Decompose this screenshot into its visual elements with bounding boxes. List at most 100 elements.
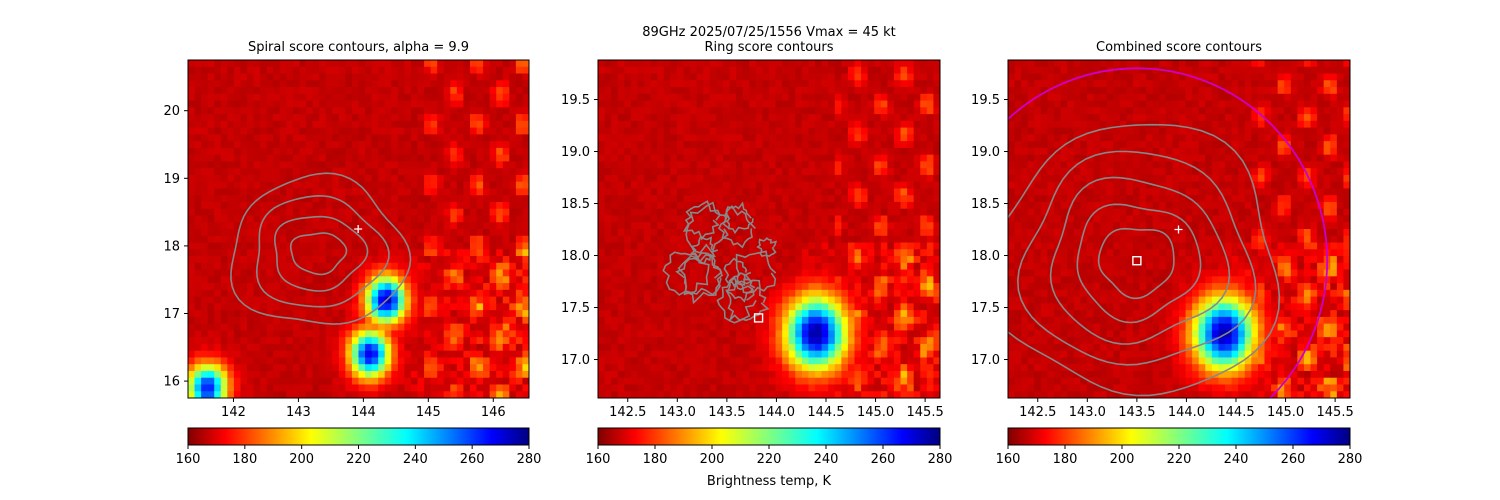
colorbar-tick-label: 160 bbox=[176, 452, 201, 467]
colorbar-tick-label: 200 bbox=[289, 452, 314, 467]
x-tick-label: 144 bbox=[351, 405, 376, 420]
colorbar-tick-label: 240 bbox=[403, 452, 428, 467]
x-tick-label: 142.5 bbox=[609, 405, 646, 420]
contour-line bbox=[716, 276, 757, 322]
axes-frame bbox=[1007, 59, 1351, 399]
y-tick-label: 18.0 bbox=[971, 249, 1000, 264]
panel-title: Combined score contours bbox=[1096, 40, 1262, 55]
y-tick-label: 17.0 bbox=[971, 353, 1000, 368]
x-tick-label: 145 bbox=[416, 405, 441, 420]
score-contours bbox=[230, 172, 412, 325]
contour-line bbox=[675, 253, 723, 305]
colorbar-tick-label: 160 bbox=[996, 452, 1021, 467]
panel-3: Combined score contours 142.5 143.0 143.5 14… bbox=[971, 40, 1363, 467]
colorbar-tick-label: 240 bbox=[814, 452, 839, 467]
contour-line bbox=[723, 257, 752, 288]
colorbar-tick-label: 280 bbox=[1338, 452, 1363, 467]
contour-line bbox=[1097, 227, 1175, 300]
contour-line bbox=[756, 237, 778, 258]
axes-frame bbox=[597, 59, 941, 399]
colorbar-label: Brightness temp, K bbox=[707, 474, 832, 489]
colorbar-tick-label: 220 bbox=[346, 452, 371, 467]
y-tick-label: 18.0 bbox=[561, 249, 590, 264]
x-tick-label: 145.0 bbox=[1267, 405, 1304, 420]
x-tick-label: 142 bbox=[221, 405, 246, 420]
panel-title: Ring score contours bbox=[704, 40, 833, 55]
score-contours bbox=[662, 200, 778, 324]
x-tick-label: 142.5 bbox=[1019, 405, 1056, 420]
y-tick-label: 18 bbox=[163, 239, 180, 254]
ring-fit bbox=[1008, 67, 1329, 398]
contour-line bbox=[1049, 176, 1231, 345]
colorbar bbox=[1007, 427, 1351, 446]
center-square-marker bbox=[753, 313, 764, 323]
colorbar-tick-label: 180 bbox=[232, 452, 257, 467]
contour-line bbox=[1016, 150, 1257, 366]
x-tick-label: 145.5 bbox=[907, 405, 944, 420]
y-tick-label: 20 bbox=[163, 104, 180, 119]
colorbar bbox=[597, 427, 941, 446]
tb-field bbox=[1008, 60, 1350, 398]
x-tick-label: 143.5 bbox=[708, 405, 745, 420]
contour-line bbox=[662, 251, 710, 296]
x-tick-label: 143 bbox=[286, 405, 311, 420]
colorbar-tick-label: 280 bbox=[928, 452, 953, 467]
y-tick-label: 19.5 bbox=[971, 93, 1000, 108]
contour-line bbox=[725, 201, 754, 235]
x-tick-label: 144.0 bbox=[1168, 405, 1205, 420]
colorbar-tick-label: 260 bbox=[871, 452, 896, 467]
colorbar-tick-label: 200 bbox=[700, 452, 725, 467]
x-tick-label: 143.0 bbox=[1069, 405, 1106, 420]
y-tick-label: 19.0 bbox=[971, 145, 1000, 160]
center-square-marker bbox=[1132, 256, 1142, 266]
contour-line bbox=[289, 232, 348, 276]
colorbar-tick-label: 220 bbox=[757, 452, 782, 467]
contour-line bbox=[1008, 123, 1281, 397]
tb-field bbox=[598, 60, 940, 398]
y-tick-label: 17.5 bbox=[561, 301, 590, 316]
colorbar-tick-label: 160 bbox=[586, 452, 611, 467]
colorbar-tick-label: 220 bbox=[1167, 452, 1192, 467]
colorbar-tick-label: 260 bbox=[1281, 452, 1306, 467]
contour-line bbox=[717, 204, 756, 249]
contour-line bbox=[735, 250, 777, 294]
colorbar-tick-label: 180 bbox=[1053, 452, 1078, 467]
x-tick-label: 145.0 bbox=[857, 405, 894, 420]
tb-field bbox=[188, 60, 529, 398]
x-tick-label: 144.5 bbox=[807, 405, 844, 420]
panel-title: Spiral score contours, alpha = 9.9 bbox=[248, 40, 469, 55]
y-tick-label: 19 bbox=[163, 172, 180, 187]
y-tick-label: 17.0 bbox=[561, 353, 590, 368]
panel-2: Ring score contours 142.5 143.0 143.5 144.0 1… bbox=[561, 40, 952, 467]
contour-line bbox=[682, 200, 721, 241]
y-tick-label: 17.5 bbox=[971, 301, 1000, 316]
y-tick-label: 19.0 bbox=[561, 145, 590, 160]
x-tick-label: 144.5 bbox=[1217, 405, 1254, 420]
suptitle: 89GHz 2025/07/25/1556 Vmax = 45 kt bbox=[642, 25, 896, 40]
contour-line bbox=[273, 215, 369, 292]
colorbar bbox=[187, 427, 530, 446]
colorbar-tick-label: 260 bbox=[460, 452, 485, 467]
panel-1: Spiral score contours, alpha = 9.9 142 143… bbox=[163, 40, 541, 467]
y-tick-label: 18.5 bbox=[561, 197, 590, 212]
y-tick-label: 19.5 bbox=[561, 93, 590, 108]
colorbar-tick-label: 200 bbox=[1110, 452, 1135, 467]
x-tick-label: 146 bbox=[481, 405, 506, 420]
contour-line bbox=[726, 272, 756, 303]
contour-line bbox=[690, 235, 719, 265]
y-tick-label: 17 bbox=[163, 307, 180, 322]
center-plus-marker bbox=[354, 225, 363, 233]
colorbar-tick-label: 240 bbox=[1224, 452, 1249, 467]
x-tick-label: 144.0 bbox=[758, 405, 795, 420]
contour-line bbox=[685, 201, 730, 255]
x-tick-label: 143.5 bbox=[1118, 405, 1155, 420]
contour-line bbox=[230, 172, 412, 325]
colorbar-tick-label: 180 bbox=[643, 452, 668, 467]
axes-frame bbox=[187, 59, 530, 399]
colorbar-tick-label: 280 bbox=[517, 452, 542, 467]
y-tick-label: 18.5 bbox=[971, 197, 1000, 212]
y-tick-label: 16 bbox=[163, 375, 180, 390]
x-tick-label: 145.5 bbox=[1317, 405, 1354, 420]
center-plus-marker bbox=[1174, 225, 1183, 234]
